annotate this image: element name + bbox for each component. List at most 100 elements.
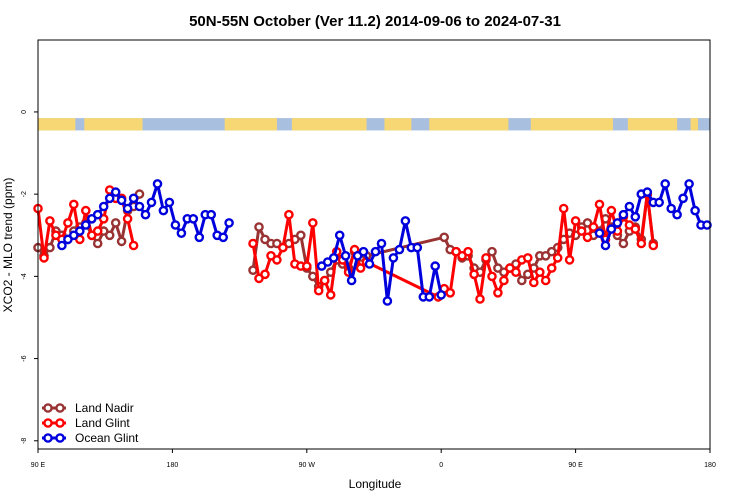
data-point	[570, 216, 581, 226]
data-point	[254, 222, 264, 232]
data-point	[618, 209, 629, 220]
data-point	[382, 296, 393, 306]
legend-label: Ocean Glint	[75, 431, 139, 445]
data-point	[63, 218, 73, 228]
data-point	[355, 263, 366, 273]
data-point	[684, 179, 694, 189]
data-point	[140, 209, 151, 220]
data-point	[319, 275, 330, 286]
data-point	[325, 290, 336, 300]
legend-marker	[43, 418, 53, 428]
plot-frame	[37, 39, 711, 450]
legend-marker	[55, 403, 65, 413]
legend-item-ocean-glint: Ocean Glint	[42, 431, 139, 445]
data-point	[57, 240, 67, 251]
data-point	[92, 226, 103, 236]
data-point	[272, 255, 282, 265]
legend-label: Land Glint	[75, 416, 130, 430]
data-point	[636, 238, 647, 249]
data-point	[122, 203, 133, 214]
land-segment	[84, 118, 143, 131]
chart-title: 50N-55N October (Ver 11.2) 2014-09-06 to…	[189, 13, 561, 30]
y-tick-label: -6	[21, 355, 28, 361]
data-point	[690, 205, 700, 216]
data-point	[564, 255, 575, 265]
data-point	[81, 220, 91, 230]
data-point	[128, 193, 139, 204]
data-point	[152, 179, 163, 189]
land-segment	[224, 118, 277, 131]
data-point	[104, 230, 115, 241]
data-point	[39, 253, 49, 263]
legend-marker	[55, 418, 65, 428]
data-point	[98, 201, 109, 212]
data-point	[600, 240, 611, 251]
data-point	[618, 238, 629, 249]
data-point	[612, 218, 623, 228]
data-point	[517, 275, 527, 286]
data-point	[594, 199, 605, 210]
data-point	[194, 232, 205, 243]
data-point	[642, 187, 653, 197]
y-tick-label: 0	[21, 110, 28, 114]
legend-label: Land Nadir	[75, 401, 134, 415]
data-point	[400, 216, 411, 226]
data-point	[370, 246, 381, 257]
data-point	[582, 232, 593, 243]
data-point	[702, 220, 712, 230]
data-point	[295, 230, 306, 241]
series-layer	[33, 179, 712, 306]
data-point	[493, 287, 503, 298]
y-axis-label: XCO2 - MLO trend (ppm)	[1, 178, 15, 313]
data-point	[92, 209, 103, 220]
data-point	[206, 209, 216, 220]
x-tick-label: 90 E	[31, 462, 46, 469]
data-point	[594, 228, 605, 238]
data-point	[487, 246, 497, 257]
data-point	[313, 285, 324, 296]
data-point	[576, 226, 587, 236]
series-ocean-glint	[57, 179, 712, 306]
data-point	[475, 294, 485, 304]
data-point	[523, 253, 533, 263]
data-point	[358, 246, 369, 257]
data-point	[260, 269, 270, 280]
data-point	[340, 250, 351, 261]
land-segment	[384, 118, 412, 131]
data-point	[487, 271, 497, 282]
x-tick-label: 180	[167, 462, 179, 469]
land-segment	[690, 118, 699, 131]
data-point	[75, 226, 85, 236]
data-point	[469, 269, 479, 280]
data-point	[364, 259, 375, 269]
data-point	[436, 290, 447, 300]
data-point	[328, 253, 339, 263]
data-point	[218, 232, 228, 243]
legend-marker	[43, 433, 53, 443]
data-point	[170, 220, 181, 230]
data-point	[128, 240, 139, 251]
x-tick-label: 0	[439, 462, 443, 469]
data-point	[92, 238, 103, 249]
data-point	[284, 209, 294, 220]
data-point	[540, 275, 551, 286]
x-axis-label: Longitude	[349, 477, 402, 491]
data-point	[146, 197, 157, 208]
data-point	[552, 253, 563, 263]
data-point	[301, 261, 312, 271]
data-point	[666, 203, 677, 214]
data-point	[481, 253, 491, 263]
data-point	[134, 201, 145, 212]
data-point	[439, 232, 450, 243]
data-point	[394, 244, 405, 255]
data-point	[529, 277, 539, 288]
data-point	[678, 193, 688, 204]
data-point	[660, 179, 671, 189]
legend-item-land-nadir: Land Nadir	[42, 401, 134, 415]
data-point	[376, 238, 387, 249]
data-point	[278, 242, 288, 253]
data-point	[606, 224, 617, 234]
axes: 0 -2 -4 -6 -8 90 E 180 90 W 0 90 E 180	[21, 110, 716, 469]
